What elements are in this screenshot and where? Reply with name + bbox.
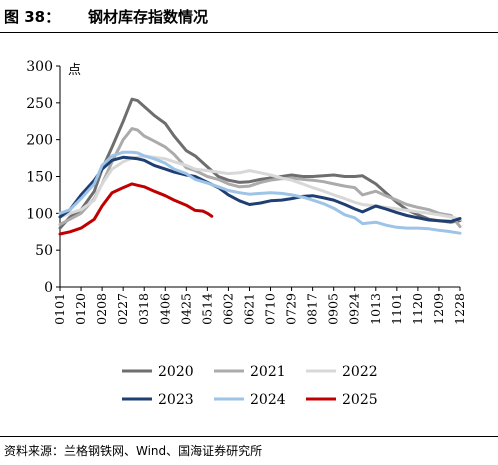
header-rule <box>0 32 498 33</box>
figure-title: 钢材库存指数情况 <box>88 8 209 26</box>
series-line-2025 <box>58 182 214 236</box>
series-lines <box>58 97 462 236</box>
x-tick-label: 0729 <box>284 293 299 325</box>
x-tick-label: 1228 <box>452 293 467 325</box>
series-line-2023 <box>58 155 462 223</box>
legend: 2020 2021 2022 2023 2024 2025 <box>122 364 378 408</box>
legend-label-2022: 2022 <box>342 364 378 380</box>
y-tick-label: 200 <box>26 133 53 149</box>
y-tick-label: 250 <box>26 96 53 112</box>
figure-header: 图 38： 钢材库存指数情况 <box>0 0 498 34</box>
y-tick-label: 50 <box>35 243 53 259</box>
x-tick-label: 0710 <box>263 293 278 325</box>
plot-area: 点 0 50 100 150 200 250 300 0101 0120 0208 0227 031… <box>26 59 467 325</box>
x-tick-label: 0406 <box>157 293 172 325</box>
y-tick-label: 100 <box>26 206 53 222</box>
y-tick-label: 300 <box>26 59 53 75</box>
series-line-2021 <box>58 127 462 229</box>
legend-label-2023: 2023 <box>158 392 194 408</box>
x-axis-ticks: 0101 0120 0208 0227 0318 0406 0425 0514 0602 0621… <box>52 287 467 325</box>
series-line-2022 <box>58 154 462 221</box>
figure-label: 图 38： <box>4 8 61 26</box>
legend-label-2020: 2020 <box>158 364 194 380</box>
x-tick-label: 0318 <box>136 293 151 325</box>
x-tick-label: 0514 <box>199 293 214 325</box>
legend-label-2024: 2024 <box>250 392 286 408</box>
series-line-2024 <box>58 150 462 235</box>
legend-label-2021: 2021 <box>250 364 286 380</box>
x-tick-label: 0602 <box>220 293 235 325</box>
y-tick-label: 150 <box>26 170 53 186</box>
y-axis-ticks: 0 50 100 150 200 250 300 <box>26 59 60 296</box>
x-tick-label: 0905 <box>326 293 341 325</box>
x-tick-label: 0621 <box>241 293 256 325</box>
x-tick-label: 0120 <box>73 293 88 325</box>
x-tick-label: 0227 <box>115 293 130 325</box>
x-tick-label: 0425 <box>178 293 193 325</box>
source-rule <box>0 436 498 437</box>
y-unit-label: 点 <box>68 63 81 78</box>
x-tick-label: 0924 <box>347 293 362 325</box>
x-tick-label: 0817 <box>305 293 320 325</box>
x-tick-label: 1101 <box>389 293 404 325</box>
source-note: 资料来源：兰格钢铁网、Wind、国海证券研究所 <box>4 444 263 458</box>
legend-label-2025: 2025 <box>342 392 378 408</box>
steel-inventory-chart: 点 0 50 100 150 200 250 300 0101 0120 0208 0227 031… <box>26 59 467 408</box>
y-tick-label: 0 <box>44 280 53 296</box>
x-tick-label: 1120 <box>410 293 425 325</box>
x-tick-label: 1209 <box>431 293 446 325</box>
x-tick-label: 0208 <box>94 293 109 325</box>
x-tick-label: 1013 <box>368 293 383 325</box>
x-tick-label: 0101 <box>52 293 67 325</box>
